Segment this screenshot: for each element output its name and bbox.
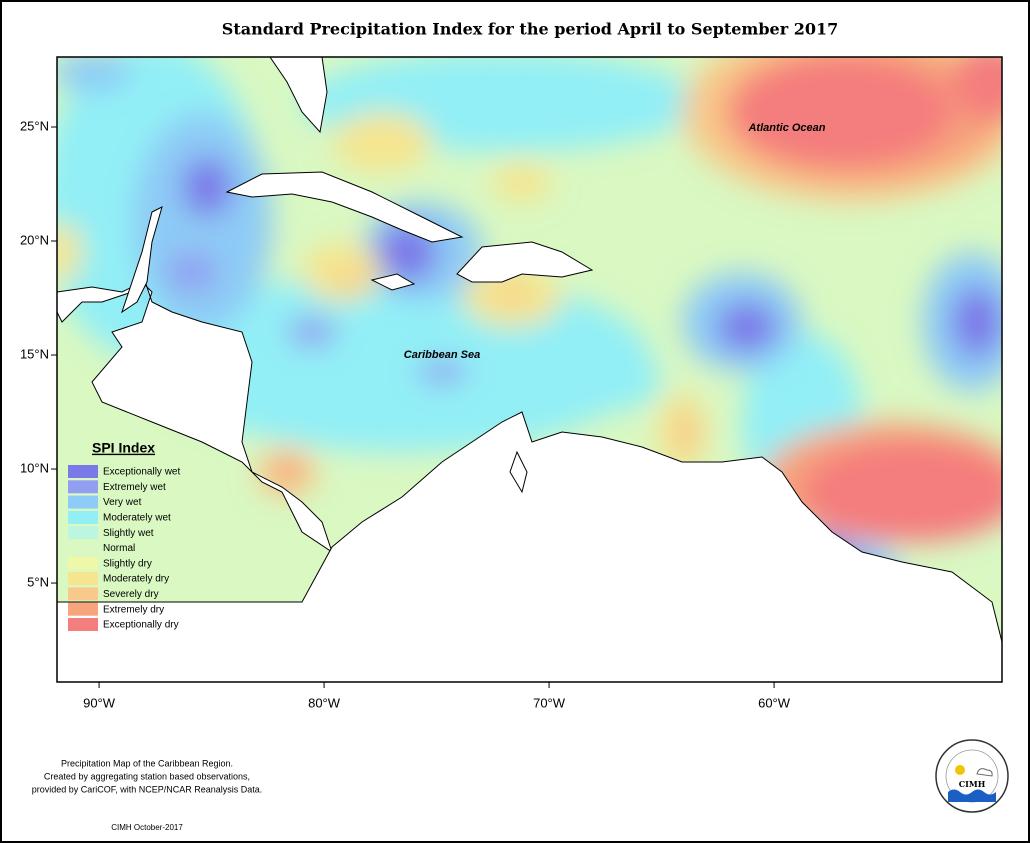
legend-label: Moderately wet: [103, 513, 171, 524]
logo: CIMH: [935, 739, 1009, 813]
map-label: Caribbean Sea: [404, 349, 480, 361]
spi-area: [542, 352, 662, 412]
legend-swatch: [68, 526, 98, 540]
spi-area: [332, 112, 432, 172]
map-area: Atlantic Ocean Caribbean Sea: [57, 57, 1002, 682]
spi-area: [182, 157, 232, 217]
x-tick-label: 80°W: [308, 695, 341, 710]
land: [57, 57, 1002, 682]
y-tick-label: 15°N: [20, 346, 49, 361]
spi-area: [57, 222, 82, 282]
legend-label: Exceptionally wet: [103, 467, 180, 478]
x-tick-label: 60°W: [758, 695, 791, 710]
credit: CIMH October-2017: [111, 823, 183, 832]
spi-area: [952, 57, 1002, 122]
spi-area: [337, 272, 367, 292]
legend-swatch: [68, 556, 98, 570]
footer: Precipitation Map of the Caribbean Regio…: [32, 758, 263, 832]
spi-area: [675, 407, 699, 457]
y-tick-label: 20°N: [20, 232, 49, 247]
footnote: Created by aggregating station based obs…: [44, 771, 250, 781]
x-tick-label: 90°W: [83, 695, 116, 710]
legend-swatch: [68, 572, 98, 586]
legend-swatch: [68, 465, 98, 478]
legend-label: Normal: [103, 543, 135, 554]
spi-area: [287, 317, 337, 347]
y-tick-label: 10°N: [20, 460, 49, 475]
legend-label: Very wet: [103, 497, 142, 508]
legend-swatch: [68, 495, 98, 509]
y-tick-label: 5°N: [27, 574, 49, 589]
spi-area: [57, 57, 132, 92]
legend-swatch: [68, 541, 98, 555]
title: Standard Precipitation Index for the per…: [222, 20, 838, 39]
legend-label: Slightly dry: [103, 558, 152, 569]
logo-text: CIMH: [959, 779, 986, 789]
spi-area: [132, 112, 272, 332]
spi-area: [497, 284, 527, 304]
legend: SPI Index Exceptionally wet Extremely wet…: [68, 440, 180, 631]
axes: 90°W 80°W 70°W 60°W 25°N 20°N 15°N 10°N 5°N: [20, 118, 791, 710]
spi-area: [167, 252, 217, 292]
spi-area: [732, 57, 952, 167]
y-tick-label: 25°N: [20, 118, 49, 133]
spi-area: [952, 287, 1002, 357]
footnote: provided by CariCOF, with NCEP/NCAR Rean…: [32, 784, 263, 794]
spi-area: [417, 360, 467, 384]
legend-label: Extremely dry: [103, 604, 164, 615]
spi-area: [802, 442, 1002, 542]
map-border: [56, 56, 1003, 683]
legend-label: Moderately dry: [103, 574, 169, 585]
legend-swatch: [68, 510, 98, 524]
spi-area: [272, 460, 302, 484]
legend-swatch: [68, 618, 98, 631]
legend-title: SPI Index: [92, 440, 155, 456]
footnote: Precipitation Map of the Caribbean Regio…: [61, 758, 233, 768]
spi-area: [302, 242, 382, 302]
legend-label: Extremely wet: [103, 482, 166, 493]
legend-swatch: [68, 602, 98, 616]
legend-label: Slightly wet: [103, 528, 154, 539]
legend-swatch: [68, 587, 98, 601]
spi-area: [717, 302, 777, 352]
spi-area: [492, 162, 552, 202]
x-tick-label: 70°W: [533, 695, 566, 710]
map-label: Atlantic Ocean: [747, 122, 825, 134]
legend-swatch: [68, 480, 98, 494]
spi-field: [57, 57, 1002, 662]
legend-label: Severely dry: [103, 589, 159, 600]
legend-label: Exceptionally dry: [103, 620, 179, 631]
